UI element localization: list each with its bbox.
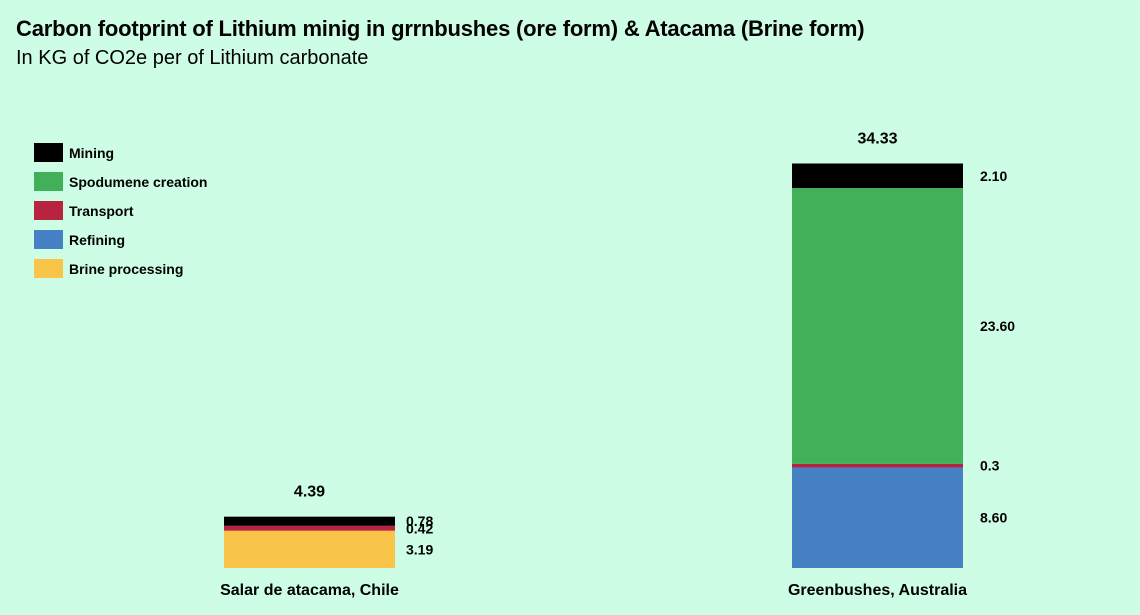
- legend-swatch: [34, 172, 63, 191]
- chart-title: Carbon footprint of Lithium minig in grr…: [16, 16, 865, 41]
- legend-swatch: [34, 259, 63, 278]
- segment-value-label: 0.3: [980, 458, 1000, 474]
- bar-segment-spodumene-creation-2: [792, 188, 963, 464]
- bar-segment-mining-2: [792, 163, 963, 189]
- segment-value-label: 0.42: [406, 520, 433, 536]
- category-label: Greenbushes, Australia: [788, 582, 967, 599]
- legend-item-transport: Transport: [34, 196, 207, 225]
- legend-label: Mining: [69, 144, 115, 161]
- bar-segment-brine-processing-1: [224, 530, 395, 568]
- segment-value-label: 2.10: [980, 168, 1007, 184]
- bar-segment-mining-1: [224, 516, 395, 526]
- legend-label: Brine processing: [69, 260, 184, 277]
- legend-label: Refining: [69, 231, 125, 248]
- legend-label: Spodumene creation: [69, 173, 208, 190]
- chart-subtitle: In KG of CO2e per of Lithium carbonate: [16, 47, 369, 69]
- segment-value-label: 23.60: [980, 318, 1015, 334]
- bar-total-label: 34.33: [857, 130, 897, 147]
- category-label: Salar de atacama, Chile: [220, 582, 399, 599]
- legend-swatch: [34, 230, 63, 249]
- bar-total-label: 4.39: [294, 484, 325, 501]
- bar-segment-transport-1: [224, 525, 395, 531]
- segment-value-label: 8.60: [980, 510, 1007, 526]
- segment-value-label: 3.19: [406, 541, 433, 557]
- legend-item-spodumene-creation: Spodumene creation: [34, 167, 207, 196]
- segment-value-label: 0.78: [406, 513, 433, 529]
- legend-item-mining: Mining: [34, 138, 207, 167]
- legend-item-brine-processing: Brine processing: [34, 254, 207, 283]
- bar-segment-refining-2: [792, 467, 963, 568]
- legend-item-refining: Refining: [34, 225, 207, 254]
- bar-segment-transport-2: [792, 463, 963, 468]
- legend-swatch: [34, 143, 63, 162]
- legend-swatch: [34, 201, 63, 220]
- legend: Mining Spodumene creation Transport Refinin…: [34, 138, 207, 283]
- legend-label: Transport: [69, 202, 134, 219]
